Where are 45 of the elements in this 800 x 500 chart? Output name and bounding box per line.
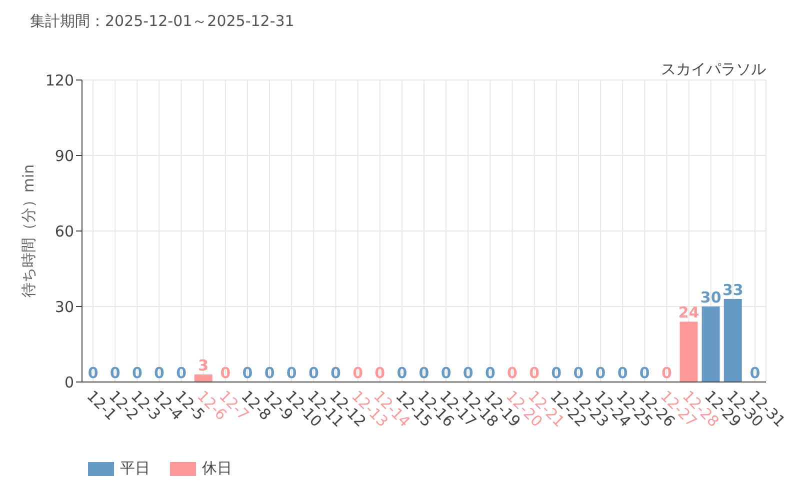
data-label: 0 — [220, 364, 231, 382]
data-label: 0 — [396, 364, 408, 382]
data-label: 0 — [154, 364, 164, 382]
data-label: 0 — [595, 364, 606, 382]
bar — [702, 306, 720, 382]
y-tick-label: 30 — [54, 298, 74, 316]
data-label: 0 — [352, 364, 364, 382]
data-label: 0 — [617, 364, 628, 382]
data-label: 24 — [678, 304, 700, 322]
legend-label: 平日 — [119, 459, 150, 478]
data-label: 0 — [661, 364, 672, 382]
data-label: 0 — [639, 364, 650, 382]
bar — [680, 322, 698, 382]
data-label: 0 — [551, 364, 562, 382]
data-label: 0 — [110, 364, 120, 382]
bar — [194, 374, 212, 382]
data-label: 0 — [330, 364, 341, 382]
data-label: 0 — [440, 364, 452, 382]
data-label: 0 — [176, 364, 187, 382]
y-axis-title: 待ち時間（分）min — [19, 164, 38, 298]
y-tick-label: 60 — [54, 222, 74, 240]
data-label: 0 — [374, 364, 386, 382]
chart-title: 集計期間：2025-12-01～2025-12-31 — [30, 12, 294, 31]
chart-subtitle: スカイパラソル — [661, 60, 766, 79]
y-tick-label: 120 — [45, 71, 74, 90]
data-label: 0 — [242, 364, 253, 382]
bar — [724, 298, 742, 382]
data-label: 0 — [308, 364, 319, 382]
data-label: 0 — [132, 364, 142, 382]
data-label: 0 — [529, 364, 540, 382]
data-label: 0 — [286, 364, 297, 382]
y-tick-label: 0 — [64, 373, 74, 392]
data-label: 0 — [573, 364, 584, 382]
data-label: 0 — [88, 364, 98, 382]
legend-label: 休日 — [201, 459, 232, 478]
data-label: 0 — [418, 364, 430, 382]
data-label: 30 — [700, 288, 722, 306]
data-label: 0 — [507, 364, 518, 382]
data-label: 33 — [722, 280, 744, 299]
data-label: 0 — [462, 364, 474, 382]
y-tick-label: 90 — [54, 146, 74, 165]
data-label: 0 — [750, 364, 760, 382]
data-label: 3 — [198, 356, 209, 374]
data-label: 0 — [264, 364, 275, 382]
data-label: 0 — [484, 364, 496, 382]
